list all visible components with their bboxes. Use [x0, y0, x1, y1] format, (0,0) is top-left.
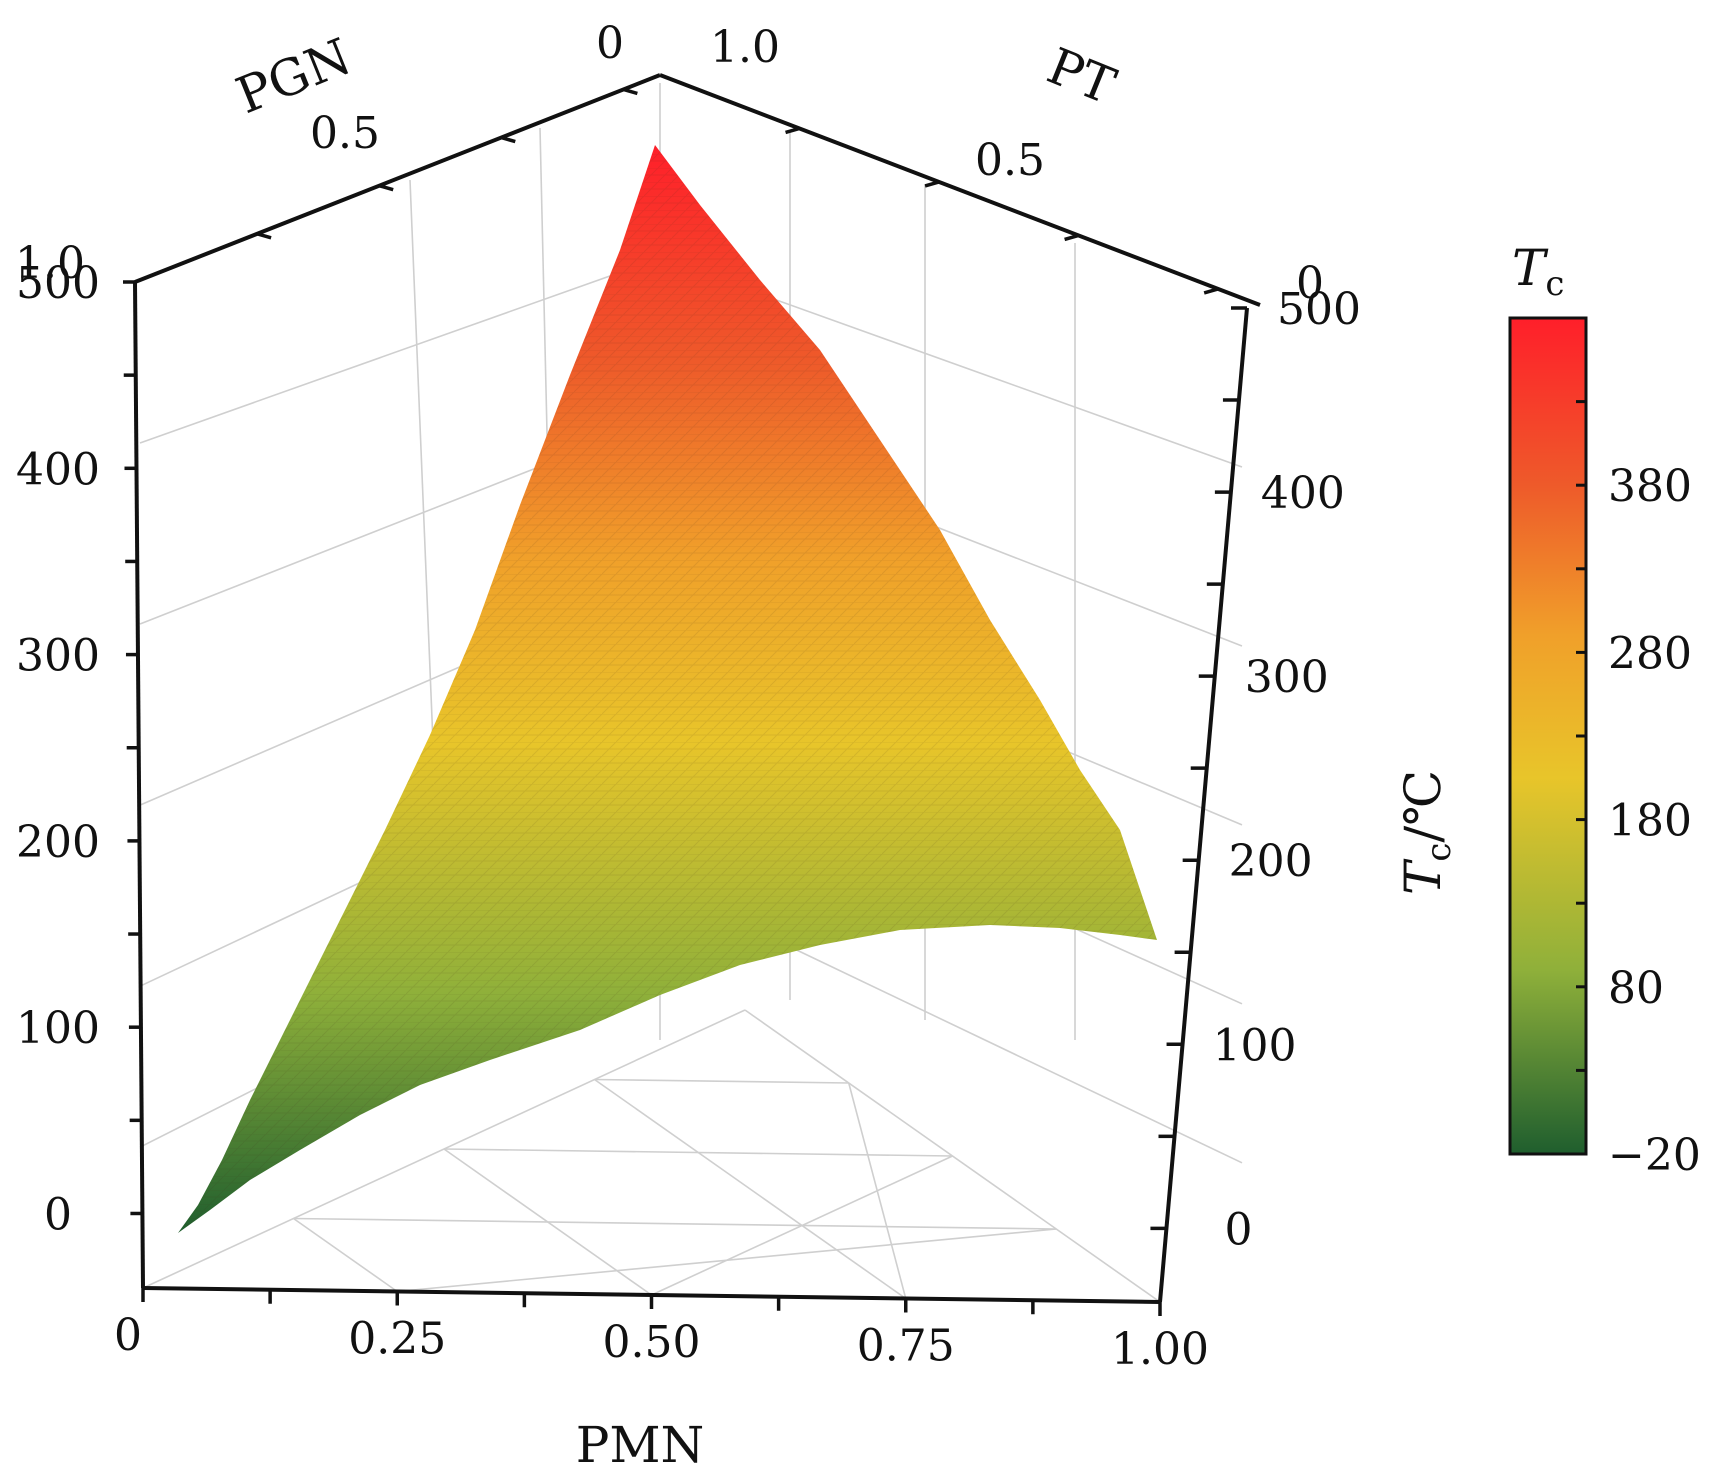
left-z-axis [133, 281, 145, 1289]
axis-tick [1064, 233, 1080, 242]
floor-grid-line [443, 1148, 652, 1296]
z-left-tick-label: 500 [16, 258, 100, 309]
z-right-tick-label: 500 [1277, 284, 1361, 335]
z-right-tick-label: 100 [1213, 1020, 1297, 1071]
z-left-tick-label: 100 [16, 1003, 100, 1054]
z-left-tick-label: 200 [16, 817, 100, 868]
top-axis-pgn [134, 73, 661, 284]
axis-tick [1203, 287, 1219, 295]
pt-axis-title: PT [1039, 37, 1123, 116]
floor-grid-line [594, 1078, 907, 1300]
z-right-tick-label: 400 [1261, 468, 1345, 519]
z-left-tick-label: 300 [16, 631, 100, 682]
pmn-axis-title: PMN [576, 1416, 705, 1474]
axis-ticks [123, 87, 1247, 1316]
floor-grid-line [847, 1082, 907, 1299]
pt-tick-label: 0 [1296, 258, 1324, 309]
pgn-tick-label: 0.5 [310, 108, 380, 159]
pgn-tick-label: 0 [596, 18, 624, 69]
axis-tick [500, 135, 516, 144]
surface-mesh-texture [178, 145, 1157, 1233]
colorbar-tick-labels: 380 280 180 80 −20 [1608, 461, 1701, 1181]
floor-grid-line [293, 1217, 398, 1293]
pmn-tick-label: 0.75 [857, 1321, 955, 1372]
colorbar: 380 280 180 80 −20 Tc [1508, 239, 1701, 1181]
top-axis-pt [659, 73, 1261, 307]
z-axis-title: Tc/℃ [1394, 770, 1459, 895]
colorbar-tick-label: 80 [1608, 963, 1664, 1014]
pmn-tick-label: 0.25 [348, 1314, 446, 1365]
axis-tick [622, 87, 638, 96]
z-right-tick-label: 200 [1229, 836, 1313, 887]
pmn-tick-label: 0.50 [603, 1317, 701, 1368]
axis-tick [924, 180, 940, 188]
pt-tick-label: 0.5 [975, 135, 1045, 186]
colorbar-ramp [1508, 316, 1588, 1156]
z-right-tick-label: 300 [1245, 652, 1329, 703]
floor-grid-line [594, 1078, 849, 1084]
colorbar-tick-label: −20 [1608, 1130, 1701, 1181]
colorbar-tick-label: 280 [1608, 628, 1692, 679]
z-right-tick-label: 0 [1224, 1204, 1252, 1255]
axis-tick [256, 232, 272, 240]
z-left-tick-label: 0 [44, 1189, 72, 1240]
colorbar-tick-label: 180 [1608, 796, 1692, 847]
colorbar-tick-label: 380 [1608, 461, 1692, 512]
pgn-tick-label: 1.0 [15, 238, 85, 289]
pmn-tick-label: 0 [114, 1310, 142, 1361]
axis-labels: 0 0.25 0.50 0.75 1.00PMN50040030020010005004… [15, 18, 1361, 1474]
axis-tick [785, 126, 801, 135]
floor-grid-line [293, 1217, 1057, 1230]
colorbar-title: Tc [1512, 239, 1564, 304]
right-z-axis [1158, 307, 1249, 1303]
colorbar-ticks [1576, 316, 1586, 1156]
pt-tick-label: 1.0 [710, 22, 780, 73]
axis-tick [378, 184, 394, 192]
tc-surface [178, 145, 1157, 1233]
z-left-tick-label: 400 [16, 444, 100, 495]
pmn-tick-label: 1.00 [1111, 1324, 1209, 1375]
